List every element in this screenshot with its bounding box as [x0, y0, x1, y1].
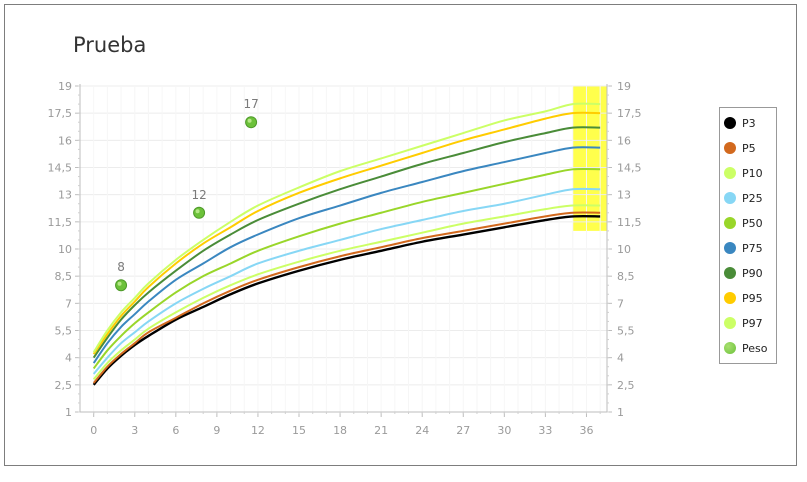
- y-tick-label: 11,5: [48, 216, 73, 229]
- legend-item-p5[interactable]: P5: [724, 139, 756, 157]
- peso-point-highlight: [195, 209, 200, 214]
- x-tick-label: 9: [213, 424, 220, 437]
- series-line-p3: [92, 214, 601, 386]
- x-tick-label: 15: [292, 424, 306, 437]
- legend-marker: [724, 217, 736, 229]
- y-tick-label: 14,5: [48, 162, 73, 175]
- series-line-p95: [92, 111, 601, 355]
- peso-point-highlight: [117, 281, 122, 286]
- legend-label: P25: [742, 191, 763, 205]
- peso-data-label: 17: [243, 97, 258, 111]
- chart-title: Prueba: [73, 33, 147, 57]
- y-tick-label-right: 11,5: [617, 216, 642, 229]
- legend-item-p90[interactable]: P90: [724, 264, 763, 282]
- y-tick-label-right: 1: [617, 406, 624, 419]
- y-tick-label: 17,5: [48, 107, 73, 120]
- y-tick-label: 5,5: [55, 325, 73, 338]
- legend-marker: [724, 342, 736, 354]
- legend-item-p50[interactable]: P50: [724, 214, 763, 232]
- legend-marker: [724, 267, 736, 279]
- y-tick-label-right: 2,5: [617, 379, 635, 392]
- x-tick-label: 33: [538, 424, 552, 437]
- series-line-p10: [92, 204, 601, 381]
- y-tick-label: 4: [65, 352, 72, 365]
- legend-label: P50: [742, 216, 763, 230]
- legend-label: P10: [742, 166, 763, 180]
- legend-item-p10[interactable]: P10: [724, 164, 763, 182]
- y-tick-label: 2,5: [55, 379, 73, 392]
- peso-data-label: 8: [117, 260, 125, 274]
- x-tick-label: 18: [333, 424, 347, 437]
- series-line-p97: [92, 102, 601, 353]
- y-tick-label-right: 10: [617, 243, 631, 256]
- series-line-p75: [92, 146, 601, 364]
- y-tick-label: 19: [58, 80, 72, 93]
- y-tick-label: 13: [58, 189, 72, 202]
- peso-point[interactable]: [193, 206, 206, 219]
- peso-point[interactable]: [245, 116, 258, 129]
- legend-label: P3: [742, 116, 756, 130]
- legend-label: P75: [742, 241, 763, 255]
- y-tick-label-right: 13: [617, 189, 631, 202]
- series-line-p90: [92, 126, 601, 359]
- legend-marker: [724, 242, 736, 254]
- legend-marker: [724, 167, 736, 179]
- series-line-p25: [92, 187, 601, 375]
- highlight-band: [572, 86, 607, 231]
- legend-item-p3[interactable]: P3: [724, 114, 756, 132]
- x-tick-label: 6: [172, 424, 179, 437]
- legend-label: Peso: [742, 341, 768, 355]
- x-tick-label: 0: [90, 424, 97, 437]
- y-tick-label: 7: [65, 297, 72, 310]
- y-tick-label: 16: [58, 134, 72, 147]
- x-tick-label: 12: [251, 424, 265, 437]
- y-tick-label: 10: [58, 243, 72, 256]
- legend-marker: [724, 317, 736, 329]
- chart-legend: P3 P5 P10 P25 P50 P75 P90 P95 P97 Peso: [719, 107, 777, 364]
- legend-label: P5: [742, 141, 756, 155]
- legend-marker: [724, 192, 736, 204]
- y-tick-label-right: 16: [617, 134, 631, 147]
- legend-item-p97[interactable]: P97: [724, 314, 763, 332]
- x-tick-label: 21: [374, 424, 388, 437]
- peso-point-highlight: [247, 118, 252, 123]
- peso-data-label: 12: [191, 188, 206, 202]
- series-line-p5: [92, 211, 601, 384]
- peso-point[interactable]: [115, 279, 128, 292]
- legend-marker: [724, 117, 736, 129]
- y-tick-label-right: 8,5: [617, 270, 635, 283]
- chart-frame: Prueba: [4, 4, 797, 466]
- legend-marker: [724, 142, 736, 154]
- legend-item-p25[interactable]: P25: [724, 189, 763, 207]
- legend-item-p95[interactable]: P95: [724, 289, 763, 307]
- legend-marker: [724, 292, 736, 304]
- legend-item-peso[interactable]: Peso: [724, 339, 767, 357]
- y-tick-label-right: 17,5: [617, 107, 642, 120]
- y-tick-label: 1: [65, 406, 72, 419]
- x-tick-label: 27: [456, 424, 470, 437]
- y-tick-label-right: 4: [617, 352, 624, 365]
- x-tick-label: 3: [131, 424, 138, 437]
- x-tick-label: 30: [497, 424, 511, 437]
- legend-label: P90: [742, 266, 763, 280]
- y-tick-label-right: 5,5: [617, 325, 635, 338]
- legend-item-p75[interactable]: P75: [724, 239, 763, 257]
- y-tick-label: 8,5: [55, 270, 73, 283]
- y-tick-label-right: 7: [617, 297, 624, 310]
- y-tick-label-right: 19: [617, 80, 631, 93]
- x-tick-label: 24: [415, 424, 429, 437]
- legend-label: P97: [742, 316, 763, 330]
- legend-label: P95: [742, 291, 763, 305]
- y-tick-label-right: 14,5: [617, 162, 642, 175]
- x-tick-label: 36: [579, 424, 593, 437]
- series-line-p50: [92, 167, 601, 370]
